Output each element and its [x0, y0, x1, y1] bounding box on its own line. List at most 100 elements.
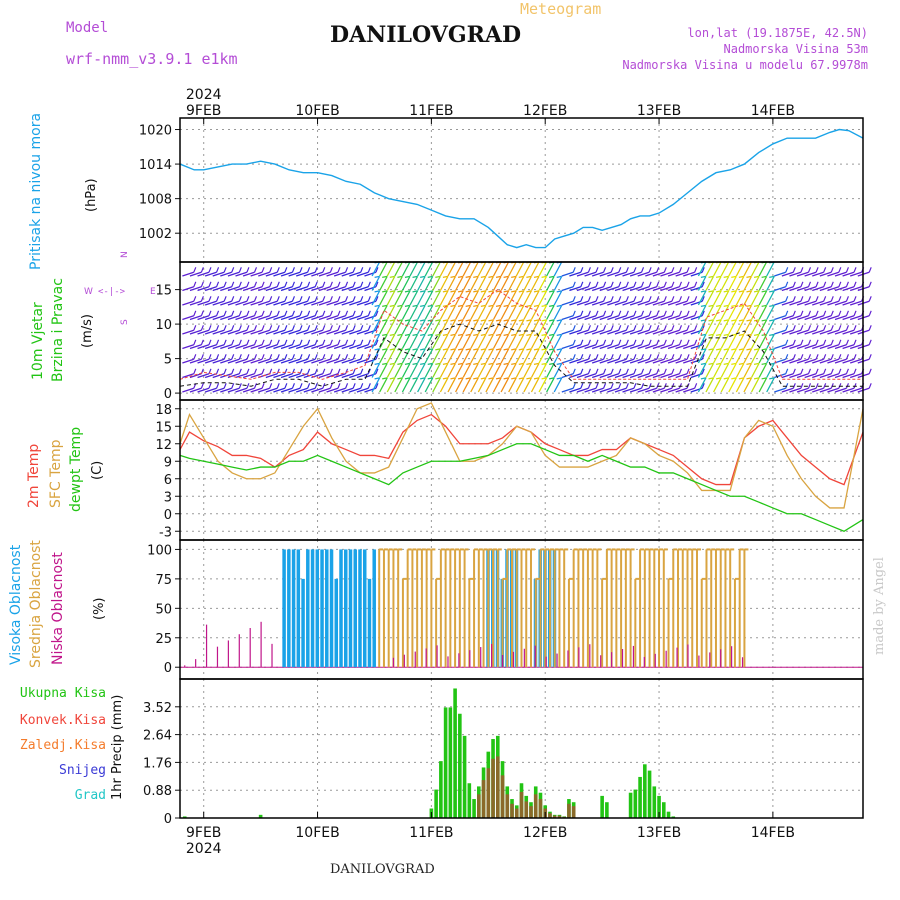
wind-barb: [212, 358, 225, 364]
wind-barb: [326, 344, 339, 350]
wind-barb-flag: [480, 333, 486, 336]
wind-barb: [401, 261, 411, 277]
wind-barb: [789, 329, 802, 335]
wind-barb: [781, 271, 794, 277]
wind-barb-flag: [656, 325, 660, 331]
wind-barb-flag: [845, 296, 849, 302]
temp-tick-label: 12: [155, 438, 172, 453]
wind-barb-flag: [307, 296, 311, 302]
wind-barb: [477, 276, 487, 291]
wind-barb: [280, 271, 293, 277]
wind-barb-flag: [215, 296, 220, 302]
wind-barb-flag: [731, 290, 737, 293]
wind-barb: [735, 334, 745, 349]
wind-barb-flag: [457, 304, 464, 307]
wind-barb: [705, 363, 715, 378]
wind-barb-flag: [345, 281, 349, 288]
wind-barb: [750, 319, 760, 335]
wind-barb-flag: [587, 339, 591, 346]
wind-barb-flag: [193, 267, 197, 273]
wind-barb: [235, 286, 248, 292]
wind-barb: [386, 261, 396, 277]
wind-barb: [189, 315, 202, 321]
wind-barb-flag: [715, 304, 722, 307]
wind-barb: [834, 329, 847, 335]
temp-tick-label: 9: [164, 455, 172, 470]
wind-barb-flag: [556, 362, 562, 365]
precip-convective-bar: [505, 794, 510, 818]
wind-barb-flag: [420, 377, 426, 380]
wind-barb: [500, 276, 510, 291]
wind-barb: [812, 271, 824, 277]
wind-barb: [371, 363, 381, 378]
wind-barb: [356, 344, 369, 350]
wind-barb: [697, 276, 707, 291]
wind-barb-flag: [761, 377, 767, 380]
wind-barb: [349, 329, 361, 335]
wind-barb: [280, 373, 293, 379]
wind-barb-flag: [337, 310, 341, 317]
wind-barb-flag: [360, 267, 364, 273]
precip-total-bar: [661, 802, 666, 818]
wind-barb: [280, 358, 293, 364]
wind-barb: [341, 315, 354, 321]
compass-e: E: [150, 287, 156, 297]
wind-barb: [280, 300, 293, 306]
wind-barb: [645, 315, 657, 321]
wind-barb: [204, 344, 217, 350]
wind-barb-flag: [656, 339, 660, 346]
wind-barb: [849, 286, 862, 292]
wind-barb: [546, 348, 555, 364]
wind-barb-flag: [404, 319, 411, 322]
wind-barb-flag: [291, 383, 295, 389]
wind-barb: [827, 373, 840, 379]
wind-barb: [212, 286, 225, 292]
wind-barb-flag: [367, 296, 371, 302]
wind-barb-flag: [412, 290, 418, 293]
wind-barb: [827, 300, 840, 306]
precip-total-bar: [643, 764, 647, 818]
wind-barb-flag: [314, 325, 318, 331]
wind-barb-flag: [686, 325, 690, 331]
wind-barb-flag: [375, 354, 379, 360]
wind-barb: [530, 348, 540, 364]
wind-barb: [629, 358, 642, 364]
wind-barb: [227, 344, 240, 350]
wind-barb-flag: [610, 383, 614, 389]
wind-barb-flag: [261, 354, 265, 360]
wind-barb-flag: [526, 362, 532, 365]
wind-barb-flag: [450, 348, 456, 351]
wind-barb-flag: [845, 325, 849, 331]
wind-barb: [341, 329, 354, 335]
wind-barb-flag: [435, 275, 441, 278]
wind-barb: [189, 286, 202, 292]
wind-barb-flag: [352, 368, 356, 375]
wind-barb-flag: [193, 368, 197, 375]
precip-total-bar: [472, 799, 476, 818]
wind-barb-flag: [457, 333, 464, 336]
wind-barb: [781, 387, 794, 393]
wind-barb: [827, 358, 840, 364]
wind-barb: [774, 300, 786, 306]
wind-barb: [296, 373, 308, 379]
wind-barb-flag: [337, 354, 341, 360]
wind-barb-flag: [215, 325, 220, 331]
wind-barb-flag: [322, 383, 326, 389]
wind-barb-flag: [329, 281, 333, 288]
wind-barb: [250, 358, 263, 364]
wind-barb-flag: [838, 310, 842, 317]
wind-barb: [401, 305, 411, 320]
wind-barb: [379, 334, 388, 349]
wind-barb-flag: [715, 333, 722, 336]
wind-barb: [569, 286, 582, 292]
wind-barb-flag: [738, 348, 744, 351]
wind-barb: [265, 358, 278, 364]
wind-barb-flag: [375, 325, 379, 331]
wind-barb-flag: [838, 267, 842, 273]
wind-barb: [607, 358, 619, 364]
wind-barb-flag: [374, 377, 380, 380]
wind-barb: [371, 305, 381, 320]
precip-convective-bar: [571, 806, 576, 818]
wind-barb: [318, 329, 331, 335]
wind-barb: [713, 305, 722, 320]
